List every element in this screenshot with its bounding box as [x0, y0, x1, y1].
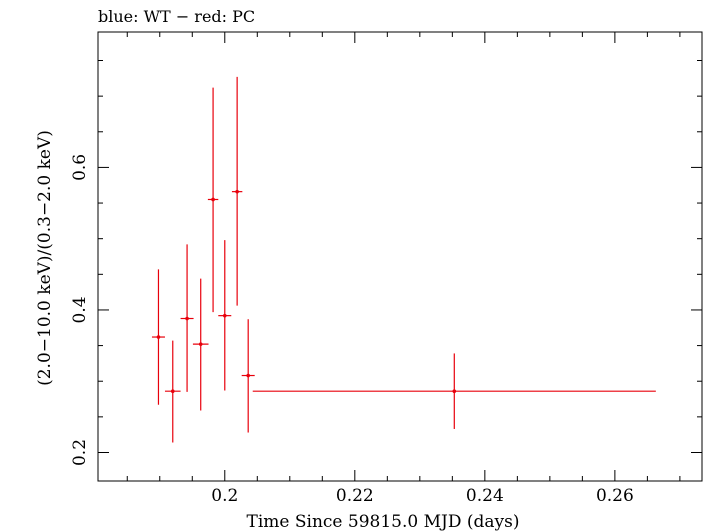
x-axis-label: Time Since 59815.0 MJD (days): [247, 512, 520, 532]
point-marker: [452, 389, 457, 394]
chart-title: blue: WT − red: PC: [98, 7, 255, 26]
data-series: [151, 76, 656, 443]
axis-ticks: [98, 32, 702, 481]
tick-labels: 0.2 0.22 0.24 0.26 0.2 0.4 0.6: [70, 154, 634, 506]
x-tick-label: 0.24: [466, 486, 504, 506]
point-marker: [156, 335, 161, 339]
data-point: [241, 319, 255, 433]
data-point: [151, 269, 165, 405]
data-point: [180, 244, 194, 392]
data-point: [218, 240, 232, 391]
y-tick-label: 0.4: [70, 296, 90, 323]
data-point: [252, 353, 656, 429]
y-tick-label: 0.2: [70, 439, 90, 466]
x-tick-label: 0.22: [336, 486, 374, 506]
data-point: [231, 76, 243, 306]
point-marker: [211, 197, 215, 202]
data-point: [164, 340, 181, 443]
plot-frame: [97, 31, 703, 482]
point-marker: [246, 373, 250, 378]
point-marker: [170, 389, 175, 394]
point-marker: [198, 342, 203, 346]
y-axis-label: (2.0−10.0 keV)/(0.3−2.0 keV): [35, 130, 55, 386]
point-marker: [185, 316, 189, 321]
y-tick-label: 0.6: [70, 154, 90, 181]
x-tick-label: 0.26: [596, 486, 634, 506]
point-marker: [222, 313, 227, 318]
data-point: [207, 87, 219, 313]
x-tick-label: 0.2: [211, 486, 238, 506]
data-point: [192, 278, 209, 411]
point-marker: [235, 189, 239, 194]
